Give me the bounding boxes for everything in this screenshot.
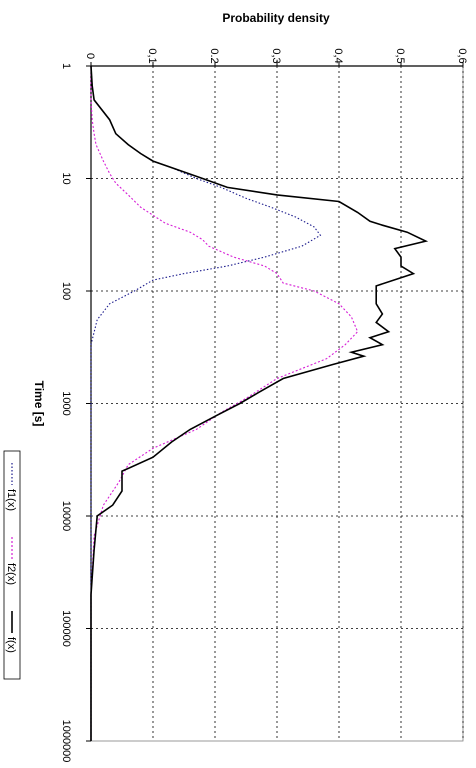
legend-label: f(x)	[5, 637, 17, 653]
legend-label: f2(x)	[5, 563, 17, 585]
time-tick-label: 1000	[60, 391, 72, 415]
legend-label: f1(x)	[5, 489, 17, 511]
density-tick-label: 0.2	[208, 48, 220, 63]
density-tick-label: 0,5	[394, 48, 406, 63]
series-line-fx	[90, 65, 429, 741]
time-tick-label: 100000	[60, 610, 72, 647]
x-axis-title: Time [s]	[32, 381, 46, 427]
density-tick-label: 0	[84, 53, 96, 59]
time-tick-label: 100	[60, 282, 72, 300]
density-tick-label: 0,4	[332, 48, 344, 63]
density-tick-label: 0,1	[146, 48, 158, 63]
series-line-f2x	[90, 66, 359, 741]
plot-area: 0 0,1 0.2 0,3 0,4 0,5 0,6 1 10 100 1000 10000 100000…	[3, 48, 468, 763]
time-tick-label: 10	[60, 172, 72, 184]
y-axis-title: Probability density	[222, 11, 330, 25]
series-line-f1x	[90, 65, 322, 741]
time-tick-label: 1000000	[60, 720, 72, 763]
density-tick-label: 0,6	[456, 48, 468, 63]
time-tick-label: 10000	[60, 501, 72, 532]
legend-box	[3, 450, 21, 680]
time-tick-label: 1	[60, 63, 72, 69]
density-tick-label: 0,3	[270, 48, 282, 63]
